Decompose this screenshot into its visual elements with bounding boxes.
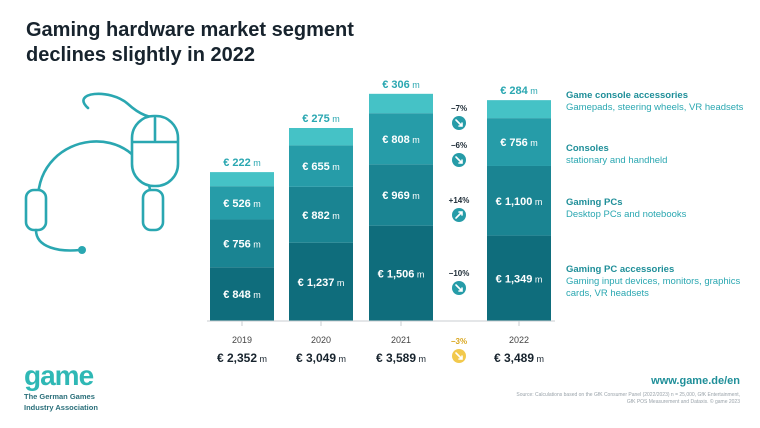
data-label-gaming-pcs-2020: € 882 m <box>302 210 340 222</box>
logo-word: game <box>24 360 94 391</box>
bar-consoles-2019 <box>210 186 274 220</box>
bar-gaming-pcs-2022 <box>487 165 551 236</box>
change-label-game-console-accessories: −7% <box>451 104 467 113</box>
bar-gaming-pcs-2020 <box>289 186 353 243</box>
bar-gaming-pcs-2021 <box>369 164 433 226</box>
change-arrow-path <box>455 284 463 292</box>
bar-gaming-pc-accessories-2020 <box>289 242 353 321</box>
total-label-2021: € 3,589 m <box>376 351 426 365</box>
change-arrow-path <box>455 156 463 164</box>
data-label-gaming-pc-accessories-2020: € 1,237 m <box>298 277 345 289</box>
x-tick-label-2019: 2019 <box>232 335 252 345</box>
data-label-gaming-pcs-2021: € 969 m <box>382 190 420 202</box>
legend-item-gaming-pc-accessories: Gaming PC accessories Gaming input devic… <box>566 264 741 299</box>
bar-gaming-pc-accessories-2019 <box>210 267 274 321</box>
bar-game-console-accessories-2019 <box>210 172 274 187</box>
source-note: Source: Calculations based on the GfK Co… <box>516 392 740 405</box>
data-label-gaming-pc-accessories-2019: € 848 m <box>223 289 261 301</box>
change-label-gaming-pcs: +14% <box>449 196 470 205</box>
data-label-consoles-2021: € 808 m <box>382 134 420 146</box>
headset-mouse-icon <box>24 92 180 254</box>
total-label-2019: € 2,352 m <box>217 351 267 365</box>
bar-consoles-2020 <box>289 145 353 187</box>
data-label-game-console-accessories-2022: € 284 m <box>500 85 538 97</box>
bar-gaming-pc-accessories-2021 <box>369 225 433 321</box>
logo-subtitle-line1: The German Games <box>24 392 95 401</box>
x-tick-label-2020: 2020 <box>311 335 331 345</box>
bar-game-console-accessories-2021 <box>369 93 433 114</box>
total-change-label: −3% <box>451 337 467 346</box>
bar-game-console-accessories-2022 <box>487 100 551 119</box>
bar-consoles-2021 <box>369 113 433 165</box>
data-label-game-console-accessories-2019: € 222 m <box>223 157 261 169</box>
bar-gaming-pcs-2019 <box>210 219 274 268</box>
total-label-2020: € 3,049 m <box>296 351 346 365</box>
data-label-game-console-accessories-2020: € 275 m <box>302 113 340 125</box>
logo-subtitle-line2: Industry Association <box>24 403 98 412</box>
legend-item-gaming-pcs: Gaming PCs Desktop PCs and notebooks <box>566 197 687 220</box>
bar-game-console-accessories-2020 <box>289 127 353 146</box>
change-label-gaming-pc-accessories: −10% <box>449 269 470 278</box>
x-tick-label-2021: 2021 <box>391 335 411 345</box>
data-label-consoles-2020: € 655 m <box>302 161 340 173</box>
data-label-consoles-2019: € 526 m <box>223 198 261 210</box>
page-title: Gaming hardware market segment declines … <box>26 19 354 66</box>
data-label-gaming-pc-accessories-2022: € 1,349 m <box>496 273 543 285</box>
total-change-arrow-path <box>455 352 463 360</box>
x-tick-label-2022: 2022 <box>509 335 529 345</box>
change-arrow-path <box>455 211 463 219</box>
data-label-gaming-pcs-2022: € 1,100 m <box>496 196 543 208</box>
bar-consoles-2022 <box>487 118 551 166</box>
website-link[interactable]: www.game.de/en <box>651 375 740 387</box>
data-label-gaming-pcs-2019: € 756 m <box>223 238 261 250</box>
data-label-game-console-accessories-2021: € 306 m <box>382 79 420 91</box>
total-label-2022: € 3,489 m <box>494 351 544 365</box>
change-arrow-path <box>455 119 463 127</box>
legend-item-game-console-accessories: Game console accessories Gamepads, steer… <box>566 90 744 113</box>
data-label-consoles-2022: € 756 m <box>500 137 538 149</box>
change-label-consoles: −6% <box>451 141 467 150</box>
game-logo: game The German Games Industry Associati… <box>24 360 98 413</box>
legend-item-consoles: Consoles stationary and handheld <box>566 143 668 166</box>
bar-gaming-pc-accessories-2022 <box>487 235 551 321</box>
data-label-gaming-pc-accessories-2021: € 1,506 m <box>378 268 425 280</box>
